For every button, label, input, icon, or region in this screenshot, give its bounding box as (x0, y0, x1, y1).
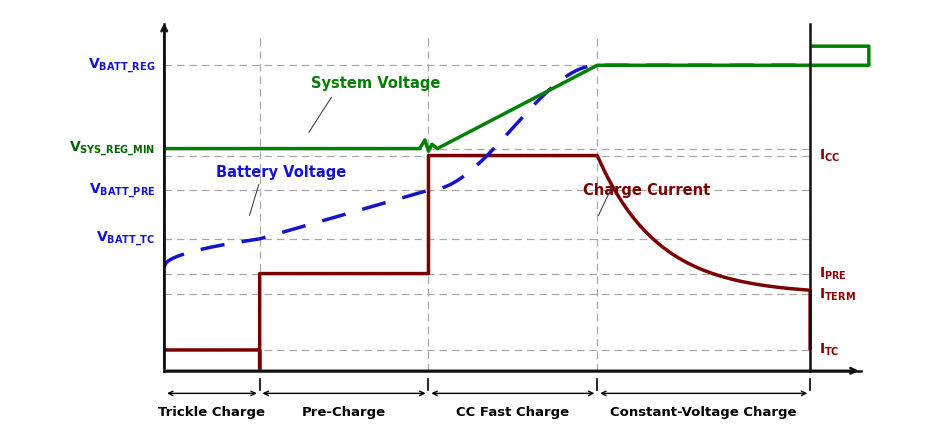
Text: $\mathbf{V_{BATT\_TC}}$: $\mathbf{V_{BATT\_TC}}$ (96, 229, 155, 248)
Text: Constant-Voltage Charge: Constant-Voltage Charge (610, 405, 796, 419)
Text: System Voltage: System Voltage (311, 76, 440, 91)
Text: $\mathbf{V_{BATT\_REG}}$: $\mathbf{V_{BATT\_REG}}$ (88, 56, 155, 75)
Text: Battery Voltage: Battery Voltage (215, 165, 346, 180)
Text: Pre-Charge: Pre-Charge (302, 405, 386, 419)
Text: $\mathbf{I_{PRE}}$: $\mathbf{I_{PRE}}$ (818, 265, 846, 282)
Text: $\mathbf{I_{TERM}}$: $\mathbf{I_{TERM}}$ (818, 286, 855, 303)
Text: $\mathbf{V_{SYS\_REG\_MIN}}$: $\mathbf{V_{SYS\_REG\_MIN}}$ (69, 139, 155, 158)
Text: $\mathbf{I_{TC}}$: $\mathbf{I_{TC}}$ (818, 342, 838, 358)
Text: $\mathbf{V_{BATT\_PRE}}$: $\mathbf{V_{BATT\_PRE}}$ (89, 181, 155, 200)
Text: Trickle Charge: Trickle Charge (159, 405, 265, 419)
Text: Charge Current: Charge Current (582, 183, 709, 198)
Text: $\mathbf{I_{CC}}$: $\mathbf{I_{CC}}$ (818, 148, 839, 164)
Text: CC Fast Charge: CC Fast Charge (456, 405, 569, 419)
